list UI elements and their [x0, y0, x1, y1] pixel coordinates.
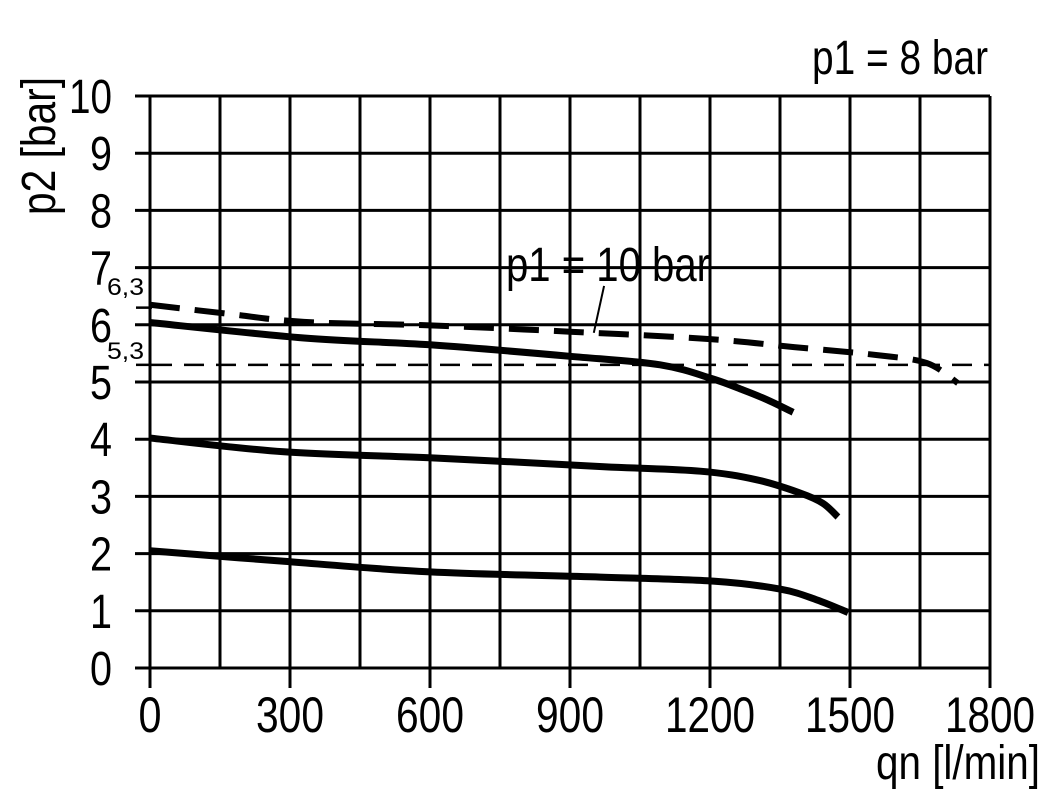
x-tick-label: 300 [256, 687, 324, 743]
grid-layer [135, 94, 992, 688]
x-tick-label: 600 [396, 687, 464, 743]
y-tick-label: 7 [90, 243, 112, 296]
y-tick-label: 5 [90, 357, 112, 410]
curve-p1-8-bar-setting-4 [149, 434, 841, 520]
curve-p1-8-bar-setting-6 [149, 319, 795, 416]
chart-title: p1 = 8 bar [812, 32, 988, 85]
y-tick-label: 0 [90, 643, 112, 696]
x-tick-label: 1800 [945, 687, 1035, 743]
x-axis-label: qn [l/min] [876, 737, 1040, 790]
y-axis-label: p2 [bar] [13, 77, 66, 215]
x-tick-label: 900 [536, 687, 604, 743]
y-tick-label: 4 [90, 414, 112, 467]
reference-layer [136, 306, 990, 367]
curve-p1-10-bar [149, 301, 960, 386]
annotation-p1-10bar: p1 = 10 bar [506, 239, 710, 292]
x-tick-label: 1500 [805, 687, 895, 743]
y-tick-label: 10 [69, 71, 112, 124]
ref-label-6-3: 6,3 [107, 274, 144, 301]
annotation-leader-line [592, 285, 606, 334]
y-tick-label: 2 [90, 529, 112, 582]
y-tick-label: 3 [90, 471, 112, 524]
y-tick-label: 6 [90, 300, 112, 353]
y-tick-label: 8 [90, 185, 112, 238]
x-tick-label: 1200 [665, 687, 755, 743]
curve-p1-8-bar-setting-2 [149, 547, 850, 616]
x-tick-label: 0 [139, 687, 162, 743]
curves-layer [149, 285, 960, 616]
y-tick-label: 9 [90, 128, 112, 181]
y-tick-label: 1 [90, 586, 112, 639]
ref-label-5-3: 5,3 [107, 338, 144, 365]
